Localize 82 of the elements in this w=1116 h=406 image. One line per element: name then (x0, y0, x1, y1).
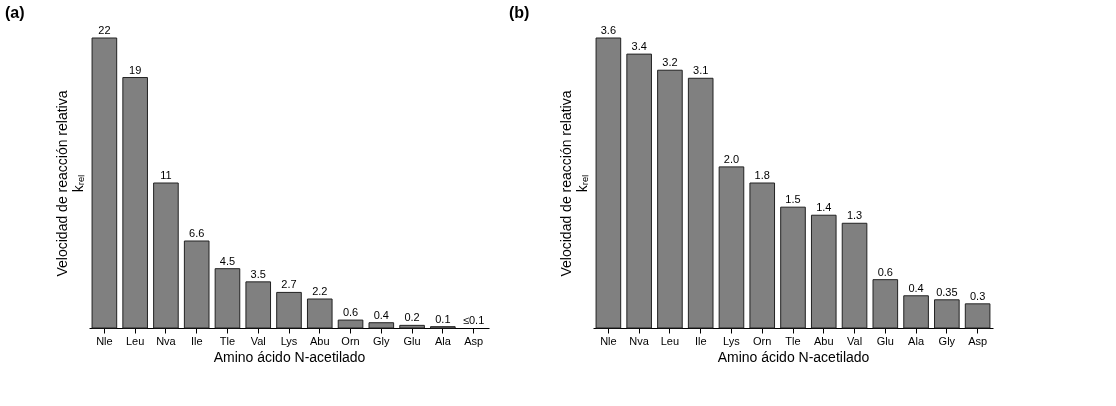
bar (934, 299, 960, 329)
data-label: 22 (98, 24, 111, 36)
x-tick-label: Ile (190, 334, 203, 347)
x-tick-label: Gly (373, 334, 391, 347)
data-label: 2.2 (312, 285, 328, 297)
bar (122, 77, 148, 329)
data-label: 0.2 (404, 311, 420, 324)
x-tick-label: Asp (464, 334, 484, 347)
x-tick-label: Leu (660, 334, 680, 347)
bar (337, 319, 364, 329)
x-tick-label: Nle (600, 334, 617, 347)
data-label: 3.2 (662, 56, 678, 69)
data-label: 0.35 (936, 285, 958, 298)
chart-title: (a) (5, 4, 25, 21)
y-axis-title: Velocidad de reacción relativa kᵣₑₗ (557, 90, 590, 277)
bar (306, 298, 333, 329)
bar (964, 303, 991, 329)
bar (718, 166, 745, 329)
data-label: 0.4 (373, 308, 389, 321)
data-label: 3.5 (250, 267, 266, 280)
x-tick-label: Asp (968, 334, 988, 347)
data-label: 0.6 (877, 265, 893, 278)
data-label: 3.1 (693, 64, 709, 77)
x-tick-label: Val (846, 334, 863, 347)
bar (749, 182, 776, 329)
bar (595, 37, 622, 329)
x-tick-label: Ala (908, 334, 925, 347)
bar (841, 222, 868, 329)
x-tick-label: Nva (629, 334, 650, 347)
bar (183, 240, 210, 329)
data-label: 0.1 (435, 312, 451, 325)
x-tick-label: Abu (309, 334, 330, 347)
data-label: 2.0 (723, 152, 740, 165)
x-tick-label: Ile (694, 334, 707, 347)
data-label: 1.3 (846, 209, 863, 222)
bar (872, 279, 899, 329)
chart-title: (b) (509, 4, 530, 21)
data-label: 19 (129, 63, 142, 76)
x-tick-label: Lys (280, 334, 298, 347)
x-tick-label: Orn (341, 334, 360, 347)
bar (214, 268, 241, 329)
data-label: 2.7 (281, 278, 297, 291)
data-label: 0.4 (908, 281, 924, 294)
x-tick-label: Nva (156, 334, 177, 347)
bar (780, 206, 806, 329)
x-tick-label: Tle (219, 334, 236, 347)
x-tick-label: Orn (753, 334, 772, 347)
x-tick-label: Nle (96, 334, 113, 347)
x-tick-label: Ala (434, 334, 452, 347)
data-label: 1.4 (816, 201, 832, 214)
data-label: 11 (160, 169, 172, 181)
bar (245, 281, 272, 329)
data-label: 1.8 (754, 169, 770, 181)
bar (368, 322, 395, 329)
bar (153, 182, 179, 329)
data-label: 3.6 (600, 24, 617, 36)
bar (399, 324, 425, 329)
bar (91, 37, 118, 329)
x-tick-label: Gly (938, 334, 956, 347)
bar (903, 295, 929, 329)
bar (810, 214, 837, 329)
data-label: 3.4 (631, 40, 647, 53)
data-label: 0.3 (969, 289, 986, 302)
data-label: 1.5 (785, 193, 801, 206)
x-tick-label: Abu (813, 334, 834, 347)
data-label: 6.6 (189, 227, 205, 239)
y-axis-title: Velocidad de reacción relativa kᵣₑₗ (53, 90, 86, 277)
data-label: 4.5 (219, 254, 236, 267)
bar (276, 291, 302, 329)
x-tick-label: Lys (723, 334, 741, 347)
x-axis-title: Amino ácido N-acetilado (213, 348, 366, 365)
bar (657, 69, 683, 329)
data-label: ≤0.1 (462, 314, 485, 326)
x-tick-label: Val (250, 334, 266, 347)
bar (626, 53, 652, 329)
x-tick-label: Leu (125, 334, 145, 347)
data-label: 0.6 (342, 306, 359, 319)
x-axis-title: Amino ácido N-acetilado (717, 348, 870, 365)
x-tick-label: Glu (403, 334, 421, 347)
x-tick-label: Tle (785, 334, 801, 347)
bar (687, 77, 714, 329)
x-tick-label: Glu (876, 334, 894, 347)
